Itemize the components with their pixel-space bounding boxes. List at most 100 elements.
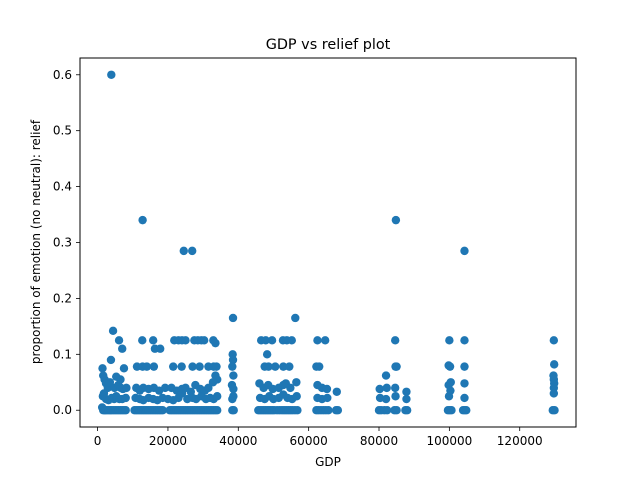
scatter-point	[402, 406, 412, 415]
scatter-point	[229, 384, 238, 394]
scatter-point	[445, 362, 455, 371]
data-points	[97, 70, 559, 415]
scatter-point	[333, 406, 343, 415]
scatter-point	[122, 383, 131, 393]
scatter-point	[121, 406, 130, 415]
scatter-point	[228, 355, 238, 365]
scatter-point	[160, 383, 170, 393]
scatter-point	[313, 336, 322, 345]
y-tick-label: 0.6	[53, 68, 72, 82]
scatter-point	[320, 336, 330, 345]
scatter-point	[149, 362, 159, 371]
scatter-point	[212, 362, 221, 371]
scatter-point	[446, 378, 455, 387]
scatter-point	[381, 394, 391, 404]
scatter-point	[271, 362, 280, 371]
y-tick-label: 0.0	[53, 403, 72, 417]
x-tick-label: 100000	[426, 434, 472, 448]
scatter-point	[375, 384, 384, 394]
scatter-point	[549, 389, 559, 398]
axis-ticks: 0 20000 40000 60000 80000 100000 120000 0.0 0.1 0…	[53, 68, 543, 448]
scatter-point	[286, 383, 295, 393]
scatter-point	[118, 344, 127, 353]
scatter-point	[549, 336, 559, 345]
scatter-point	[392, 362, 401, 371]
scatter-point	[287, 336, 296, 345]
scatter-point	[156, 344, 165, 353]
scatter-point	[549, 360, 559, 369]
scatter-point	[460, 362, 469, 371]
scatter-point	[285, 362, 294, 371]
scatter-point	[148, 336, 158, 345]
scatter-point	[323, 393, 332, 403]
scatter-point	[460, 379, 469, 388]
scatter-point	[212, 392, 222, 401]
x-tick-label: 0	[94, 434, 102, 448]
scatter-point	[382, 383, 391, 393]
scatter-point	[195, 362, 204, 371]
scatter-point	[291, 313, 300, 323]
scatter-point	[107, 70, 116, 79]
scatter-point	[292, 378, 301, 387]
x-axis-label: GDP	[315, 455, 341, 469]
scatter-point	[108, 326, 118, 336]
scatter-point	[462, 406, 471, 415]
scatter-point	[402, 387, 411, 396]
scatter-point	[98, 364, 107, 373]
scatter-point	[106, 355, 116, 365]
scatter-point	[460, 246, 469, 256]
scatter-point	[212, 406, 222, 415]
scatter-point	[293, 406, 302, 415]
scatter-point	[446, 386, 455, 395]
plot-area-frame	[79, 57, 577, 428]
scatter-point	[142, 362, 152, 371]
scatter-point	[267, 336, 277, 345]
y-tick-label: 0.1	[53, 347, 72, 361]
scatter-point	[279, 362, 288, 371]
scatter-point	[212, 375, 222, 384]
y-tick-label: 0.2	[53, 291, 72, 305]
scatter-point	[177, 362, 186, 371]
scatter-point	[261, 336, 270, 345]
scatter-point	[169, 362, 178, 371]
scatter-point	[204, 383, 213, 393]
y-axis-label: proportion of emotion (no neutral): reli…	[29, 119, 43, 364]
scatter-point	[179, 246, 188, 256]
scatter-point	[292, 392, 301, 401]
scatter-point	[228, 362, 237, 371]
scatter-point	[158, 406, 167, 415]
scatter-point	[199, 336, 209, 345]
scatter-point	[188, 246, 197, 256]
scatter-point	[391, 215, 401, 225]
scatter-point	[460, 393, 469, 403]
scatter-point	[332, 387, 341, 396]
scatter-point	[447, 406, 456, 415]
scatter-point	[322, 384, 332, 394]
scatter-point	[105, 378, 115, 387]
scatter-point	[382, 406, 392, 415]
scatter-point	[391, 392, 400, 401]
x-tick-label: 80000	[360, 434, 398, 448]
scatter-point	[181, 336, 190, 345]
scatter-point	[177, 389, 187, 398]
scatter-point	[392, 406, 401, 415]
scatter-point	[262, 350, 272, 359]
scatter-point	[112, 372, 121, 381]
scatter-point	[229, 371, 238, 380]
scatter-point	[381, 371, 391, 380]
scatter-point	[138, 336, 147, 345]
scatter-point	[229, 406, 238, 415]
scatter-point	[445, 336, 454, 345]
x-tick-label: 40000	[219, 434, 257, 448]
x-tick-label: 20000	[149, 434, 187, 448]
x-tick-label: 60000	[290, 434, 328, 448]
scatter-point	[460, 336, 469, 345]
scatter-point	[188, 362, 197, 371]
y-tick-label: 0.3	[53, 236, 72, 250]
scatter-point	[211, 338, 220, 348]
scatter-point	[138, 215, 147, 225]
scatter-point	[264, 362, 273, 371]
y-tick-label: 0.4	[53, 180, 72, 194]
scatter-point	[119, 364, 129, 373]
